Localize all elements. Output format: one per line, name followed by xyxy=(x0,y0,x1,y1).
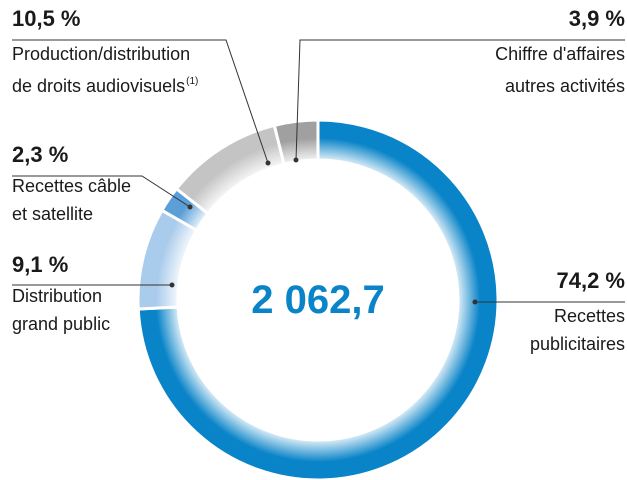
value-label: 10,5 % xyxy=(12,6,81,31)
leader-line xyxy=(295,39,625,161)
category-label: Distribution xyxy=(12,286,102,306)
hole xyxy=(179,161,457,439)
leader-dot xyxy=(169,282,175,288)
category-label: de droits audiovisuels xyxy=(12,76,185,96)
category-label: et satellite xyxy=(12,204,93,224)
value-label: 9,1 % xyxy=(12,252,68,277)
leader-dot xyxy=(472,299,478,305)
center-label: 2 062,7 xyxy=(251,278,384,322)
footnote-mark: (1) xyxy=(186,76,198,87)
leader-dot xyxy=(293,157,299,163)
leader-line xyxy=(12,175,191,208)
leader-dot xyxy=(187,204,193,210)
value-label: 3,9 % xyxy=(569,6,625,31)
category-label: Chiffre d'affaires xyxy=(495,44,625,64)
value-label: 74,2 % xyxy=(557,268,626,293)
category-label: Recettes câble xyxy=(12,176,131,196)
category-label: Recettes xyxy=(554,306,625,326)
leader-line xyxy=(12,39,269,164)
leader-dot xyxy=(265,160,271,166)
category-label: autres activités xyxy=(505,76,625,96)
category-label: Production/distribution xyxy=(12,44,190,64)
category-label: publicitaires xyxy=(530,334,625,354)
category-label: grand public xyxy=(12,314,110,334)
value-label: 2,3 % xyxy=(12,142,68,167)
